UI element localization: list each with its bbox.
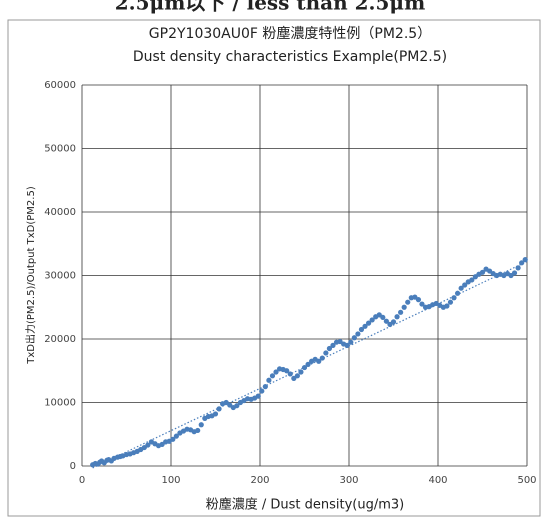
data-point <box>348 339 354 345</box>
data-point <box>515 265 521 271</box>
data-point <box>326 345 333 352</box>
y-tick-label: 10000 <box>44 398 76 409</box>
data-point <box>145 442 151 448</box>
x-axis-label: 粉塵濃度 / Dust density(ug/m3) <box>206 497 405 513</box>
y-tick-label: 40000 <box>44 207 76 218</box>
data-point <box>447 299 454 305</box>
data-point <box>255 393 261 399</box>
x-tick-label: 400 <box>428 475 447 486</box>
data-point <box>390 319 397 325</box>
x-tick-label: 500 <box>517 475 536 486</box>
data-point <box>323 350 329 356</box>
x-tick-label: 0 <box>79 475 85 486</box>
data-point <box>344 342 350 348</box>
data-point <box>469 277 475 283</box>
data-point <box>195 427 201 434</box>
data-point <box>316 358 322 364</box>
data-point <box>262 384 268 390</box>
data-point <box>212 411 219 417</box>
data-point <box>419 301 425 307</box>
y-axis-label: TxD出力(PM2.5)/Output TxD(PM2.5) <box>24 186 37 365</box>
y-tick-label: 50000 <box>44 144 76 155</box>
data-point <box>454 290 461 296</box>
data-point <box>415 297 422 303</box>
data-point <box>458 285 464 291</box>
y-tick-label: 30000 <box>44 271 76 282</box>
data-point <box>511 270 518 276</box>
data-point <box>380 314 386 321</box>
data-point <box>519 260 525 266</box>
x-tick-label: 300 <box>339 475 358 486</box>
data-point <box>269 373 276 379</box>
data-point <box>319 355 325 361</box>
data-point <box>259 388 265 394</box>
y-tick-label: 0 <box>70 461 76 472</box>
y-tick-label: 60000 <box>44 80 76 91</box>
data-point <box>301 364 308 371</box>
y-tick-label: 20000 <box>44 334 76 345</box>
data-point <box>287 371 293 377</box>
data-point <box>284 368 290 374</box>
x-tick-label: 200 <box>250 475 269 486</box>
data-point <box>401 304 407 310</box>
x-tick-label: 100 <box>161 475 180 486</box>
data-point <box>451 295 457 301</box>
data-point <box>444 303 450 309</box>
chart-border <box>7 19 541 517</box>
data-point <box>369 317 375 323</box>
data-point <box>173 433 179 439</box>
data-point <box>266 377 272 383</box>
header-text: 2.5μm以下 / less than 2.5μm <box>115 0 425 15</box>
data-point <box>170 436 176 442</box>
data-point <box>365 320 372 326</box>
data-point <box>273 369 279 375</box>
data-point <box>298 369 304 375</box>
data-point <box>398 309 404 315</box>
data-point <box>216 406 222 412</box>
data-point <box>351 335 357 341</box>
data-point <box>522 257 528 263</box>
data-point <box>234 403 240 409</box>
data-point <box>462 282 468 288</box>
data-point <box>355 331 361 337</box>
data-point <box>362 323 368 329</box>
data-point <box>358 326 365 333</box>
data-point <box>305 361 311 367</box>
data-point <box>405 299 411 305</box>
data-point <box>479 269 486 275</box>
data-point <box>394 314 400 320</box>
chart-title: GP2Y1030AU0F 粉塵濃度特性例（PM2.5） <box>149 25 431 42</box>
data-point <box>383 318 389 324</box>
data-point <box>294 373 300 379</box>
data-point <box>198 422 204 428</box>
data-point <box>330 342 336 348</box>
chart-subtitle: Dust density characteristics Example(PM2… <box>133 49 447 65</box>
